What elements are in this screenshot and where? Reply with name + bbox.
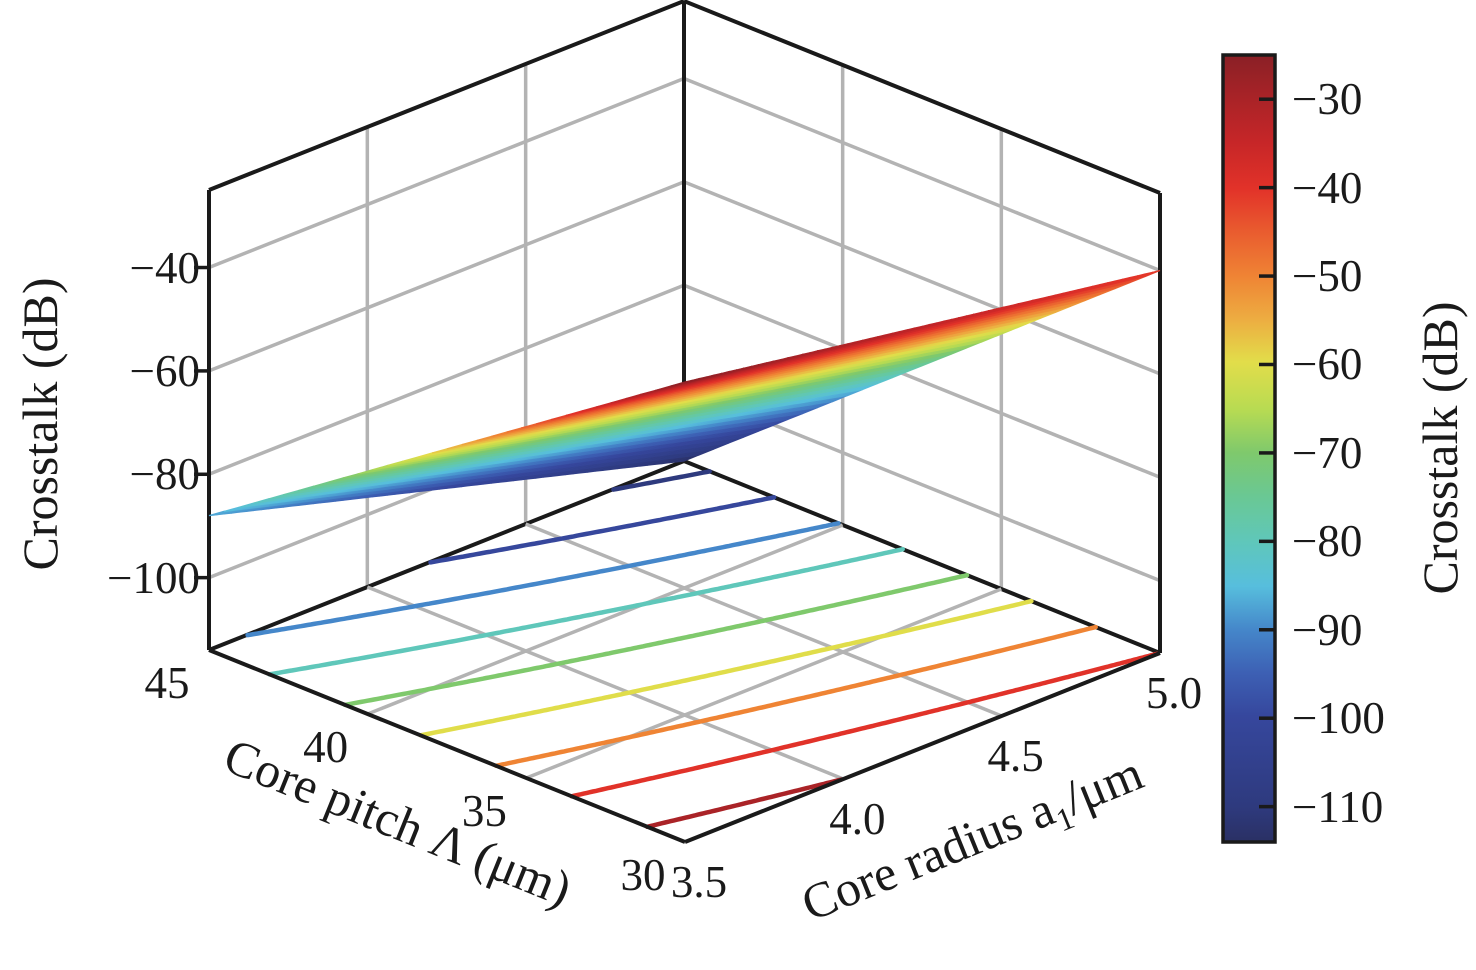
y-tick-label: 30	[620, 850, 666, 900]
contour-line	[611, 469, 712, 492]
x-tick-label: 4.0	[829, 794, 886, 844]
colorbar-tick-label: −90	[1292, 604, 1363, 655]
contour-line	[644, 777, 844, 830]
contour-line	[569, 651, 1160, 799]
contour-line	[418, 598, 1034, 738]
contour-line	[428, 495, 777, 565]
colorbar	[1221, 53, 1277, 844]
colorbar-tick-label: −60	[1292, 339, 1363, 390]
x-tick-label: 5.0	[1145, 668, 1203, 718]
colorbar-tick-label: −110	[1292, 781, 1384, 832]
colorbar-tick-label: −70	[1292, 427, 1363, 478]
y-tick-label: 45	[144, 658, 190, 708]
colorbar-label: Crosstalk (dB)	[1412, 301, 1468, 595]
z-tick-label: −80	[129, 449, 200, 500]
y-tick-label: 35	[461, 786, 507, 836]
surface-mesh	[208, 269, 1161, 517]
contour-line	[342, 572, 970, 708]
axes-box-front	[208, 648, 1161, 844]
colorbar-tick-label: −50	[1292, 251, 1363, 302]
colorbar-tick-label: −40	[1292, 162, 1363, 213]
contour-line	[267, 546, 905, 677]
contour-line	[493, 624, 1098, 769]
floor-contours	[245, 469, 1160, 830]
z-tick-marks	[194, 265, 209, 580]
floor-gridlines	[366, 522, 1003, 781]
colorbar-gradient	[1221, 53, 1277, 844]
z-axis-label: Crosstalk (dB)	[12, 277, 68, 571]
colorbar-tick-label: −30	[1292, 74, 1363, 125]
z-tick-label: −100	[107, 552, 200, 603]
contour-line	[245, 521, 841, 638]
colorbar-tick-label: −80	[1292, 516, 1363, 567]
y-tick-label: 40	[303, 722, 349, 772]
x-tick-label: 4.5	[987, 731, 1044, 781]
colorbar-tick-label: −100	[1292, 693, 1385, 744]
x-tick-label: 3.5	[670, 857, 728, 907]
z-tick-label: −60	[129, 345, 200, 396]
z-tick-label: −40	[129, 242, 200, 293]
